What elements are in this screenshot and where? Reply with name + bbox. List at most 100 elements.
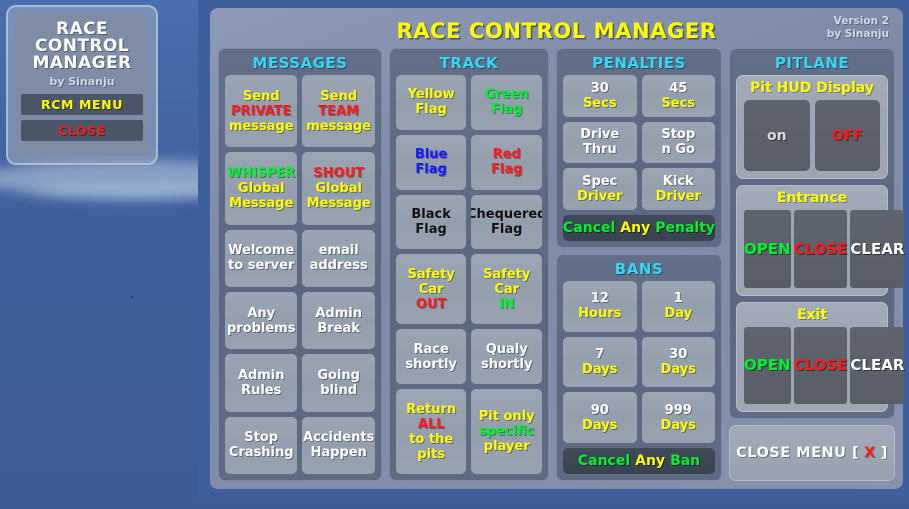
- track-button-2[interactable]: Blue Flag: [395, 134, 467, 190]
- sidebar-author: by Sinanju: [49, 75, 115, 88]
- message-button-5[interactable]: email address: [302, 229, 375, 287]
- button-label-line: Message: [229, 195, 294, 211]
- message-button-2[interactable]: WHISPER Global Message: [225, 152, 298, 225]
- app-header: RACE CONTROL MANAGER Version 2 by Sinanj…: [218, 14, 895, 48]
- rcm-sidebar-widget: RACE CONTROL MANAGER by Sinanju RCM MENU…: [6, 5, 158, 165]
- background-speck: [131, 296, 133, 298]
- message-button-10[interactable]: Stop Crashing: [225, 416, 298, 474]
- pit-hud-off-button[interactable]: OFF: [814, 100, 880, 171]
- message-button-4[interactable]: Welcome to server: [225, 229, 298, 287]
- track-button-7[interactable]: Safety Car IN: [471, 254, 542, 325]
- cancel-any-ban-button[interactable]: Cancel Any Ban: [563, 448, 715, 474]
- exit-clear-button[interactable]: CLEAR: [850, 326, 905, 404]
- column-penalties: PENALTIES 30 Secs 45 Secs Drive Thru Stop n Go S…: [556, 48, 722, 481]
- button-label-line: Qualy: [485, 341, 528, 357]
- track-button-3[interactable]: Red Flag: [471, 134, 542, 190]
- exit-label: Exit: [796, 306, 828, 323]
- message-button-1[interactable]: Send TEAM message: [302, 75, 375, 148]
- button-label-line: 999: [664, 402, 692, 418]
- button-label-line: Red: [492, 147, 521, 163]
- column-messages: MESSAGES Send PRIVATE message Send TEAM messa…: [218, 48, 382, 481]
- button-label-line: Message: [306, 195, 371, 211]
- button-label-line: address: [309, 258, 368, 274]
- button-label-line: player: [483, 439, 530, 455]
- ban-button-4[interactable]: 90 Days: [563, 392, 637, 443]
- track-button-4[interactable]: Black Flag: [395, 194, 467, 250]
- track-button-11[interactable]: Pit only specific player: [471, 389, 542, 474]
- penalty-button-3[interactable]: Stop n Go: [641, 121, 715, 164]
- button-label-line: Thru: [582, 142, 617, 158]
- button-label-line: Days: [660, 361, 696, 377]
- button-label-line: Race: [413, 341, 449, 357]
- section-title-pitlane: PITLANE: [774, 54, 850, 72]
- message-button-0[interactable]: Send PRIVATE message: [225, 75, 298, 148]
- section-title-messages: MESSAGES: [252, 54, 348, 72]
- section-bans: BANS 12 Hours 1 Day 7 Days 30 Days 90 Days 999 Days…: [556, 254, 722, 481]
- button-label-line: blind: [320, 382, 358, 398]
- track-button-8[interactable]: Race shortly: [395, 329, 467, 385]
- track-button-5[interactable]: Chequered Flag: [471, 194, 542, 250]
- button-label-line: 30: [669, 346, 688, 362]
- ban-button-1[interactable]: 1 Day: [641, 281, 715, 332]
- track-button-10[interactable]: Return ALL to the pits: [395, 389, 467, 474]
- section-track: TRACK Yellow Flag Green Flag Blue Flag Red Flag…: [388, 48, 549, 481]
- version-block: Version 2 by Sinanju: [827, 15, 889, 41]
- exit-open-button[interactable]: OPEN: [744, 326, 791, 404]
- button-label-line: to the pits: [409, 431, 454, 462]
- button-label-line: Kick: [662, 174, 694, 190]
- cancel-any-penalty-button[interactable]: Cancel Any Penalty: [563, 215, 715, 241]
- button-label-line: 1: [673, 291, 683, 307]
- button-label-line: Any: [247, 305, 276, 321]
- message-button-6[interactable]: Any problems: [225, 291, 298, 350]
- message-button-3[interactable]: SHOUT Global Message: [302, 152, 375, 225]
- button-label-line: Yellow: [407, 87, 455, 103]
- button-label-line: Flag: [415, 222, 447, 238]
- rcm-menu-button[interactable]: RCM MENU: [21, 94, 143, 115]
- columns-container: MESSAGES Send PRIVATE message Send TEAM messa…: [218, 48, 905, 481]
- message-button-8[interactable]: Admin Rules: [225, 354, 298, 412]
- button-label-line: Accidents: [303, 430, 375, 446]
- button-label-line: 12: [590, 291, 609, 307]
- message-button-9[interactable]: Going blind: [302, 354, 375, 412]
- button-label-line: Flag: [491, 102, 523, 118]
- button-label-line: shortly: [405, 356, 457, 372]
- penalties-button-grid: 30 Secs 45 Secs Drive Thru Stop n Go Spec Driver K…: [563, 75, 715, 210]
- entrance-clear-button[interactable]: CLEAR: [850, 210, 905, 288]
- penalty-button-0[interactable]: 30 Secs: [563, 75, 637, 117]
- penalty-button-1[interactable]: 45 Secs: [641, 75, 715, 117]
- button-label-line: 30: [590, 80, 609, 96]
- close-menu-label-end: ]: [880, 445, 888, 461]
- exit-close-button[interactable]: CLOSE: [793, 326, 848, 404]
- track-button-9[interactable]: Qualy shortly: [471, 329, 542, 385]
- entrance-open-button[interactable]: OPEN: [744, 210, 791, 288]
- ban-button-0[interactable]: 12 Hours: [563, 281, 637, 332]
- button-label-line: email: [318, 243, 359, 259]
- track-button-6[interactable]: Safety Car OUT: [395, 254, 467, 325]
- ban-button-3[interactable]: 30 Days: [641, 336, 715, 388]
- pit-hud-on-button[interactable]: on: [744, 100, 810, 171]
- button-label-line: Flag: [491, 162, 523, 178]
- track-button-0[interactable]: Yellow Flag: [395, 75, 467, 130]
- button-label-line: Welcome: [228, 243, 295, 259]
- message-button-7[interactable]: Admin Break: [302, 291, 375, 350]
- button-label-line: Green: [484, 87, 529, 103]
- button-label-line: Flag: [491, 222, 523, 238]
- sidebar-close-button[interactable]: CLOSE: [21, 120, 143, 141]
- close-menu-button[interactable]: CLOSE MENU [ X ]: [729, 425, 895, 481]
- track-button-1[interactable]: Green Flag: [471, 75, 542, 130]
- entrance-button-group: OPEN CLOSE CLEAR: [744, 210, 905, 288]
- exit-button-group: OPEN CLOSE CLEAR: [744, 326, 905, 404]
- wide-button-label-part: Any: [620, 220, 651, 236]
- header-author: by Sinanju: [826, 28, 889, 40]
- button-label-line: IN: [498, 296, 515, 312]
- penalty-button-4[interactable]: Spec Driver: [563, 168, 637, 210]
- ban-button-5[interactable]: 999 Days: [641, 392, 715, 443]
- penalty-button-5[interactable]: Kick Driver: [641, 168, 715, 210]
- ban-button-2[interactable]: 7 Days: [563, 336, 637, 388]
- button-label-line: shortly: [480, 356, 533, 372]
- main-panel-body: RACE CONTROL MANAGER Version 2 by Sinanj…: [210, 8, 905, 489]
- penalty-button-2[interactable]: Drive Thru: [563, 121, 637, 164]
- entrance-close-button[interactable]: CLOSE: [793, 210, 848, 288]
- button-label-line: Day: [664, 306, 693, 322]
- message-button-11[interactable]: Accidents Happen: [302, 416, 375, 474]
